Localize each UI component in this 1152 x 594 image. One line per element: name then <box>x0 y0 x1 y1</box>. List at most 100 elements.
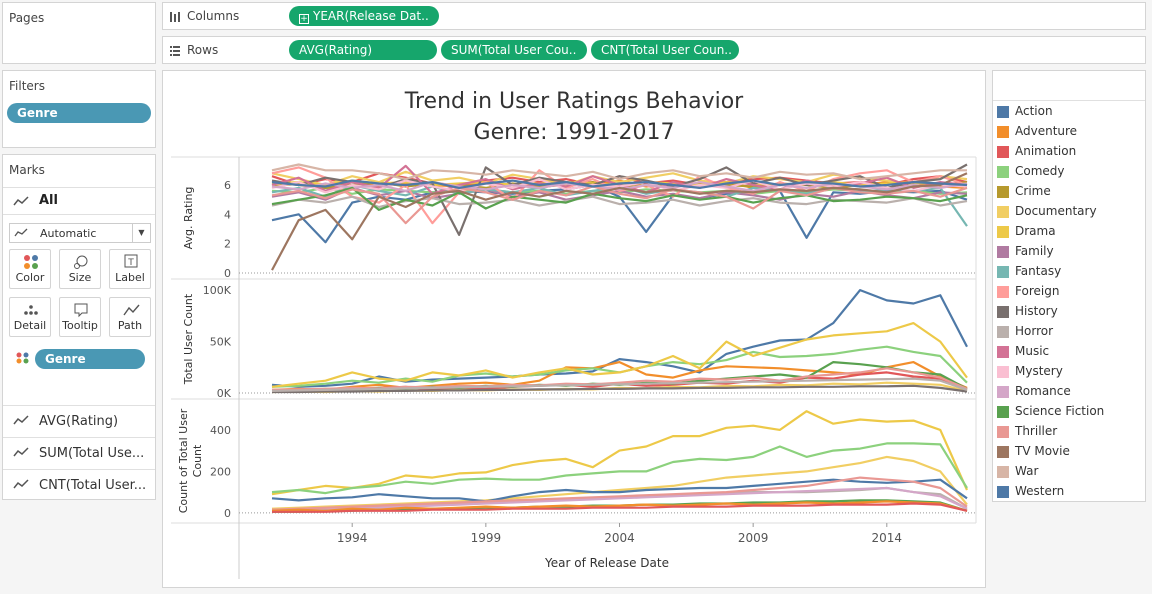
legend-item[interactable]: Science Fiction <box>997 403 1145 423</box>
legend-card: Action Adventure Animation Comedy Crime Docum… <box>992 70 1146 502</box>
legend-swatch <box>997 186 1009 198</box>
legend-item[interactable]: Family <box>997 243 1145 263</box>
legend-item[interactable]: Animation <box>997 143 1145 163</box>
marks-measure-cnt-total[interactable]: CNT(Total User... <box>3 469 155 501</box>
series-line-foreign[interactable] <box>271 166 968 225</box>
series-line-action[interactable] <box>271 478 968 503</box>
legend-item[interactable]: TV Movie <box>997 443 1145 463</box>
rows-icon <box>170 46 180 56</box>
series-line-war[interactable] <box>271 163 967 181</box>
y-tick-label: 100K <box>203 284 232 297</box>
legend-swatch <box>997 166 1009 178</box>
legend-label: Action <box>1015 104 1053 118</box>
marks-tooltip-button[interactable]: Tooltip <box>59 297 101 337</box>
legend-item[interactable]: Music <box>997 343 1145 363</box>
series-line-science-fiction[interactable] <box>271 186 968 211</box>
legend-swatch <box>997 306 1009 318</box>
series-line-adventure[interactable] <box>271 500 968 512</box>
marks-card: Marks All Automatic ▼ Color Size T Label… <box>2 154 156 500</box>
marks-path-button[interactable]: Path <box>109 297 151 337</box>
y-tick-label: 400 <box>210 424 231 437</box>
legend-swatch <box>997 126 1009 138</box>
color-dots-icon <box>16 352 29 364</box>
measure-label: CNT(Total User... <box>39 478 147 493</box>
legend-item[interactable]: History <box>997 303 1145 323</box>
legend-swatch <box>997 446 1009 458</box>
series-line-tv-movie[interactable] <box>271 172 968 271</box>
y-tick-label: 6 <box>224 179 231 192</box>
chevron-down-icon: ▼ <box>132 224 150 242</box>
series-line-romance[interactable] <box>271 486 968 513</box>
legend-item[interactable]: Documentary <box>997 203 1145 223</box>
marks-detail-label: Detail <box>13 319 47 332</box>
legend-item[interactable]: Adventure <box>997 123 1145 143</box>
filter-pill-genre[interactable]: Genre <box>7 103 151 123</box>
chart-card: Trend in User Ratings Behavior Genre: 19… <box>162 70 986 588</box>
legend-item[interactable]: Horror <box>997 323 1145 343</box>
marks-label-button[interactable]: T Label <box>109 249 151 289</box>
legend-label: TV Movie <box>1015 444 1070 458</box>
marks-measure-avg-rating[interactable]: AVG(Rating) <box>3 405 155 437</box>
series-line-western[interactable] <box>271 179 968 190</box>
legend-swatch <box>997 106 1009 118</box>
legend-item[interactable]: Comedy <box>997 163 1145 183</box>
series-line-comedy[interactable] <box>271 345 968 388</box>
pages-card: Pages <box>2 2 156 64</box>
columns-label: Columns <box>187 9 240 23</box>
x-tick-label: 2009 <box>738 531 769 545</box>
line-mark-icon <box>13 196 29 206</box>
legend-item[interactable]: Thriller <box>997 423 1145 443</box>
series-line-animation[interactable] <box>272 502 968 513</box>
legend-label: Horror <box>1015 324 1054 338</box>
y-tick-label: 0 <box>224 507 231 520</box>
mark-type-dropdown[interactable]: Automatic ▼ <box>9 223 151 243</box>
legend-item[interactable]: Action <box>997 103 1145 123</box>
line-chart[interactable]: Trend in User Ratings Behavior Genre: 19… <box>163 71 985 587</box>
x-tick-label: 1999 <box>471 531 502 545</box>
series-line-thriller[interactable] <box>271 476 968 511</box>
y-tick-label: 50K <box>210 336 232 349</box>
legend-item[interactable]: Drama <box>997 223 1145 243</box>
marks-genre-pill[interactable]: Genre <box>35 349 145 369</box>
legend-item[interactable]: Western <box>997 483 1145 503</box>
marks-size-button[interactable]: Size <box>59 249 101 289</box>
rows-pill-cnt-total[interactable]: CNT(Total User Coun.. <box>591 40 739 60</box>
rows-pill-sum-total[interactable]: SUM(Total User Cou.. <box>441 40 587 60</box>
legend-item[interactable]: Fantasy <box>997 263 1145 283</box>
legend-item[interactable]: Mystery <box>997 363 1145 383</box>
legend-swatch <box>997 466 1009 478</box>
y-tick-label: 4 <box>224 208 231 221</box>
marks-detail-button[interactable]: Detail <box>9 297 51 337</box>
marks-measure-sum-total[interactable]: SUM(Total Use... <box>3 437 155 469</box>
marks-all-label: All <box>39 193 58 208</box>
legend-item[interactable]: Foreign <box>997 283 1145 303</box>
legend-swatch <box>997 226 1009 238</box>
y-tick-label: 0 <box>224 267 231 280</box>
series-line-thriller[interactable] <box>271 185 968 225</box>
series-line-drama[interactable] <box>271 322 968 388</box>
legend-label: Mystery <box>1015 364 1063 378</box>
legend-swatch <box>997 486 1009 498</box>
columns-pill-label: YEAR(Release Dat.. <box>313 9 429 23</box>
rows-pill-avg-rating[interactable]: AVG(Rating) <box>289 40 437 60</box>
legend-item[interactable]: Crime <box>997 183 1145 203</box>
legend-label: Fantasy <box>1015 264 1062 278</box>
svg-text:T: T <box>127 258 134 268</box>
series-line-drama[interactable] <box>271 410 969 496</box>
series-line-horror[interactable] <box>271 377 968 392</box>
measure-label: AVG(Rating) <box>39 414 119 429</box>
columns-pill-year[interactable]: + YEAR(Release Dat.. <box>289 6 439 26</box>
columns-shelf[interactable]: Columns + YEAR(Release Dat.. <box>162 2 1146 30</box>
legend-label: Family <box>1015 244 1054 258</box>
marks-all-row[interactable]: All <box>3 187 155 215</box>
series-line-comedy[interactable] <box>271 442 968 495</box>
label-icon: T <box>124 254 138 268</box>
series-line-history[interactable] <box>272 384 968 394</box>
marks-color-button[interactable]: Color <box>9 249 51 289</box>
legend-label: Music <box>1015 344 1050 358</box>
filters-card: Filters Genre <box>2 70 156 148</box>
legend-item[interactable]: War <box>997 463 1145 483</box>
legend-item[interactable]: Romance <box>997 383 1145 403</box>
rows-shelf[interactable]: Rows AVG(Rating) SUM(Total User Cou.. CN… <box>162 36 1146 64</box>
legend-swatch <box>997 366 1009 378</box>
